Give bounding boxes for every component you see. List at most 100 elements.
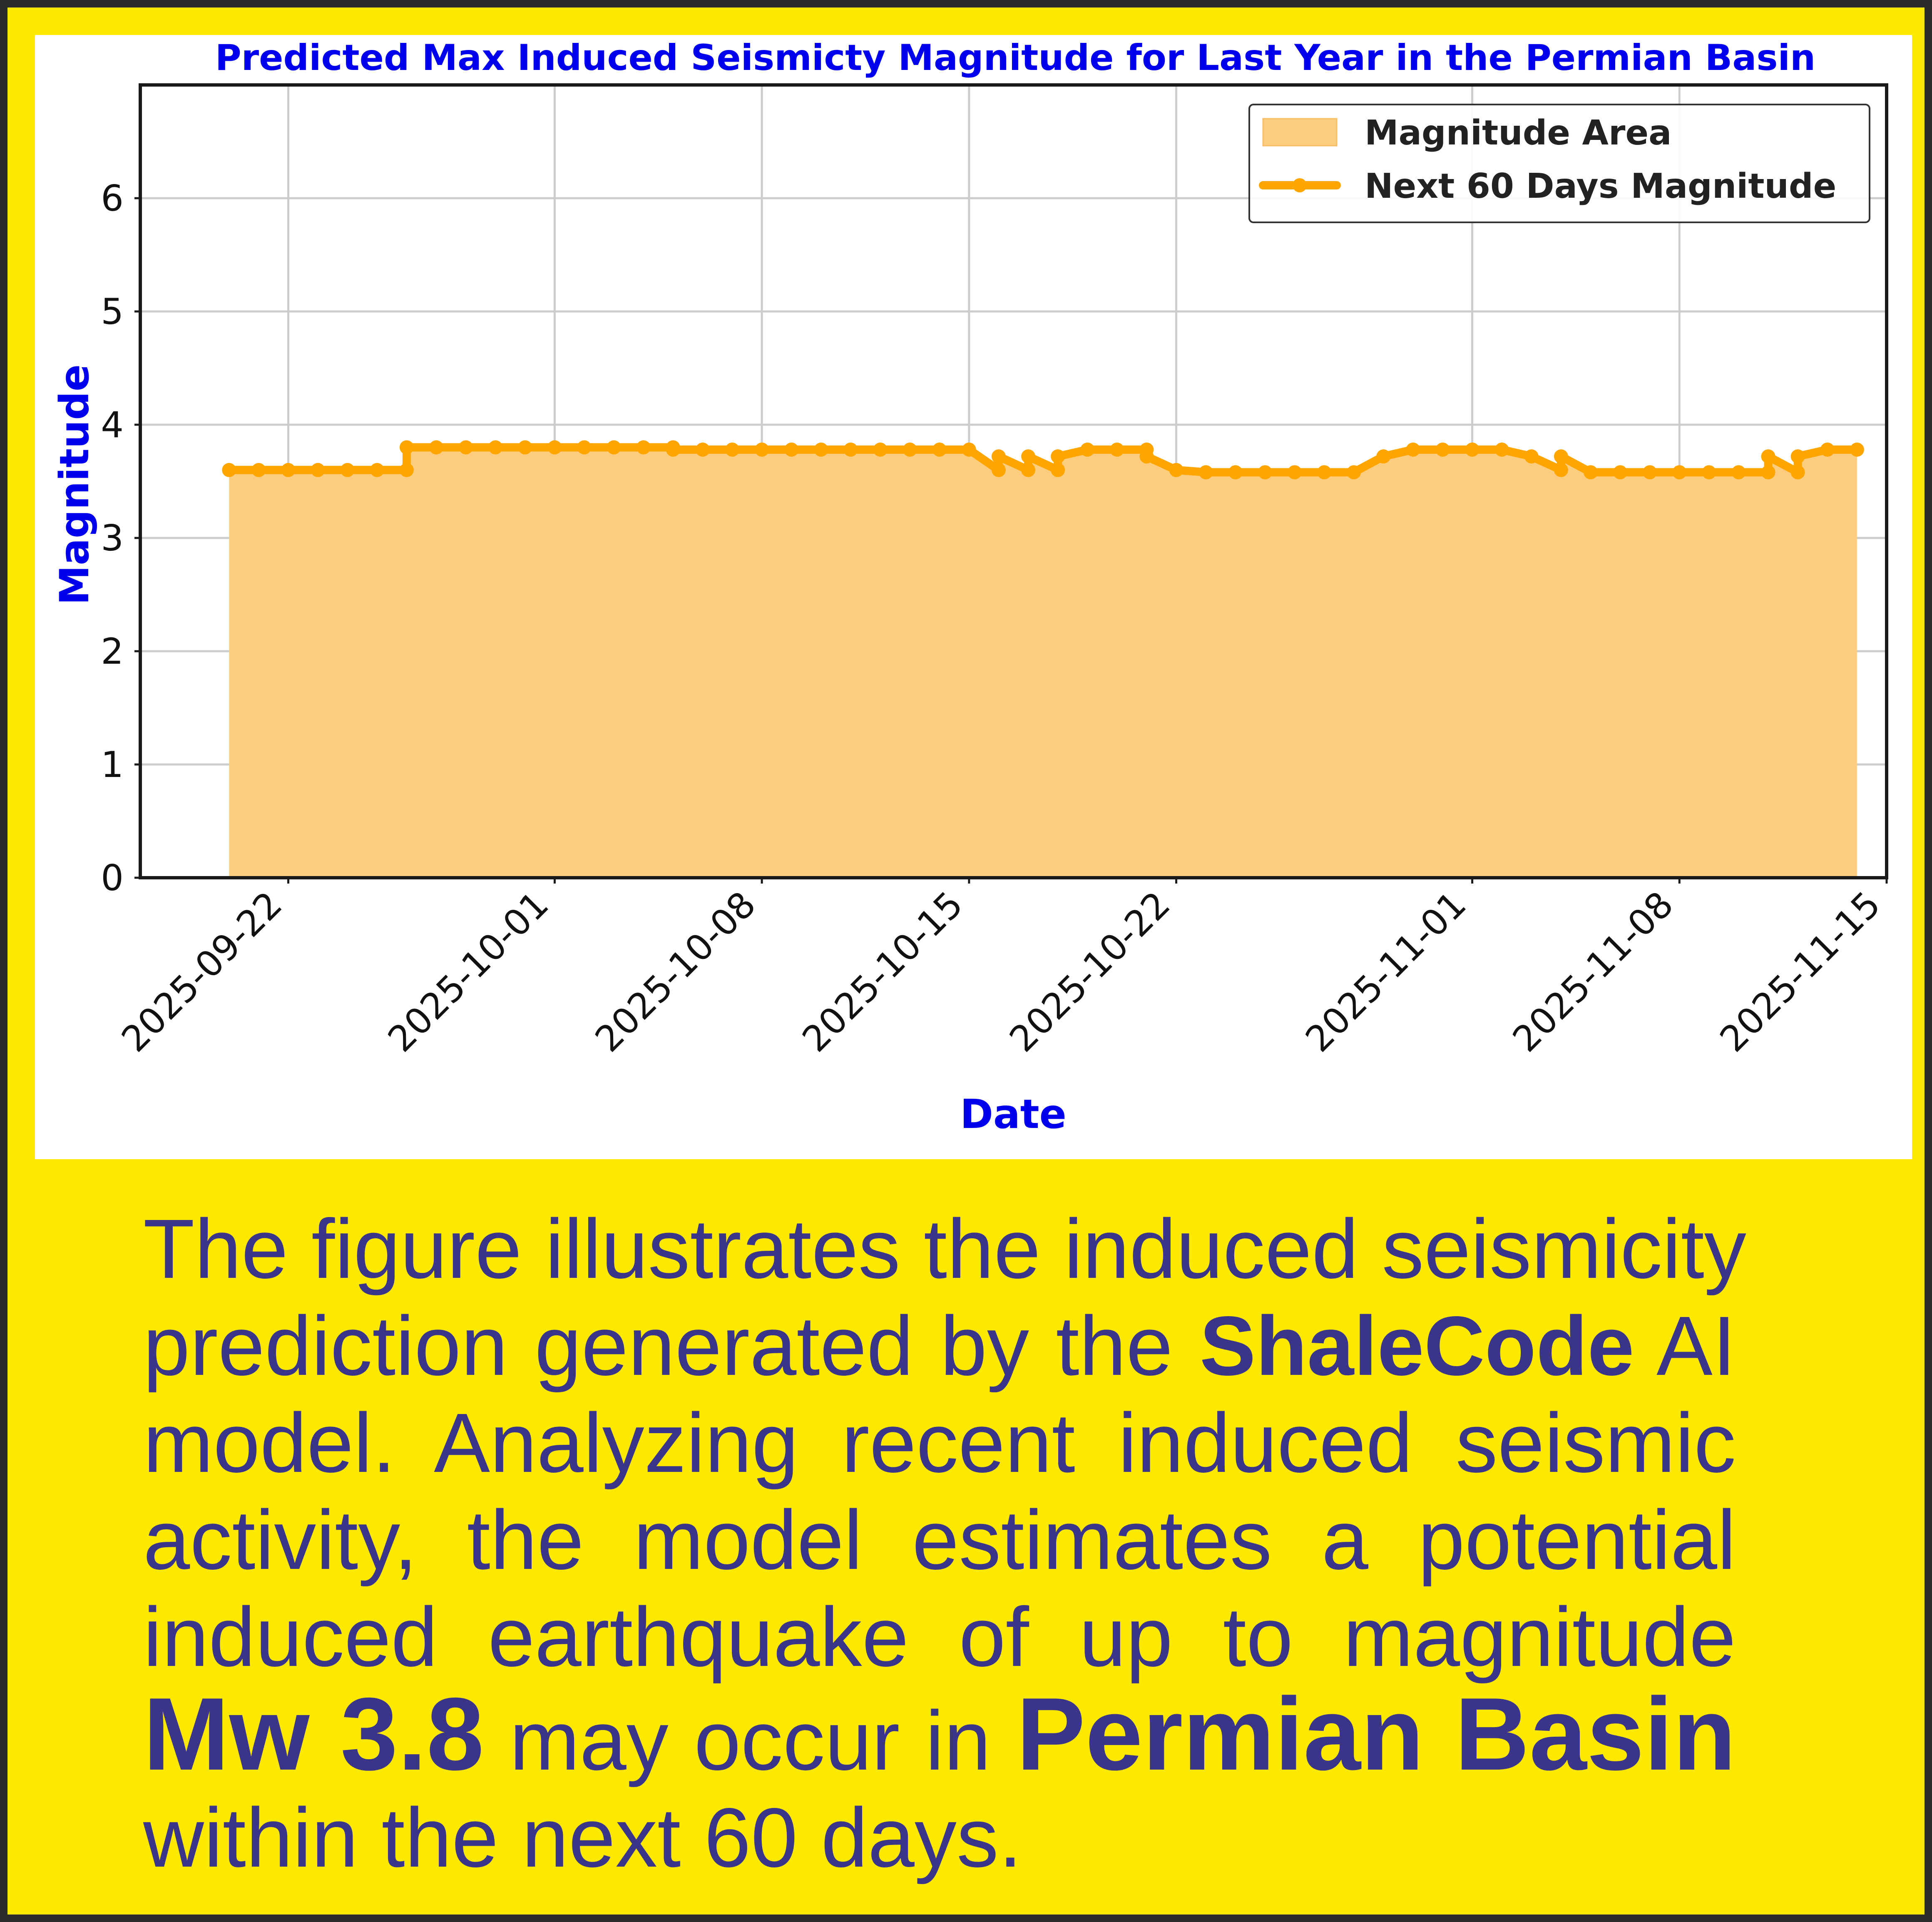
y-axis-label: Magnitude bbox=[51, 364, 98, 605]
data-point bbox=[547, 440, 562, 455]
data-point bbox=[1139, 449, 1154, 464]
x-tick-label: 2025-11-15 bbox=[1712, 884, 1889, 1060]
caption-text-fragment: prediction generated by the bbox=[143, 1299, 1200, 1393]
x-tick-label: 2025-10-15 bbox=[795, 884, 971, 1060]
legend-area-swatch bbox=[1262, 118, 1338, 147]
data-point bbox=[399, 440, 414, 455]
data-point bbox=[399, 463, 414, 477]
data-point bbox=[1021, 449, 1036, 464]
y-tick-label: 3 bbox=[101, 518, 124, 559]
data-point bbox=[1465, 442, 1479, 457]
data-point bbox=[962, 442, 976, 457]
data-point bbox=[518, 440, 532, 455]
basin-name: Permian Basin bbox=[1016, 1676, 1736, 1792]
data-point bbox=[1080, 442, 1095, 457]
data-point bbox=[1228, 465, 1243, 480]
magnitude-chart: Predicted Max Induced Seismicty Magnitud… bbox=[51, 37, 1889, 1138]
data-point bbox=[1790, 465, 1805, 480]
x-tick-label: 2025-10-22 bbox=[1002, 884, 1178, 1060]
data-point bbox=[1731, 465, 1746, 480]
caption-line-5: induced earthquake of up to magnitude bbox=[143, 1590, 1736, 1684]
chart-panel: Predicted Max Induced Seismicty Magnitud… bbox=[35, 35, 1912, 1159]
caption-text-fragment: AI bbox=[1634, 1299, 1736, 1393]
data-point bbox=[1435, 442, 1450, 457]
data-point bbox=[370, 463, 384, 477]
area-layer bbox=[229, 447, 1857, 878]
plot-border bbox=[139, 83, 1888, 879]
y-tick-label: 6 bbox=[101, 178, 124, 219]
data-point bbox=[1021, 463, 1036, 477]
data-point bbox=[340, 463, 355, 477]
data-point bbox=[1406, 442, 1420, 457]
data-point bbox=[1051, 463, 1065, 477]
x-tick-label: 2025-10-08 bbox=[587, 884, 764, 1060]
line-layer bbox=[222, 440, 1864, 480]
data-point bbox=[666, 442, 680, 457]
data-point bbox=[814, 442, 828, 457]
brand-name: ShaleCode bbox=[1199, 1299, 1634, 1393]
caption-line-7: within the next 60 days. bbox=[143, 1790, 1022, 1885]
data-point bbox=[932, 442, 947, 457]
data-point bbox=[1110, 442, 1124, 457]
data-point bbox=[784, 442, 799, 457]
x-tick-label: 2025-09-22 bbox=[114, 884, 290, 1060]
data-point bbox=[755, 442, 769, 457]
y-tick-label: 4 bbox=[101, 404, 124, 446]
legend-box bbox=[1248, 104, 1870, 223]
data-point bbox=[281, 463, 296, 477]
data-point bbox=[1850, 442, 1864, 457]
caption-line-2: prediction generated by the ShaleCode AI bbox=[143, 1297, 1736, 1394]
data-point bbox=[1790, 449, 1805, 464]
chart-title: Predicted Max Induced Seismicty Magnitud… bbox=[215, 37, 1816, 79]
data-point bbox=[222, 463, 236, 477]
data-point bbox=[695, 442, 710, 457]
legend: Magnitude Area Next 60 Days Magnitude bbox=[1248, 104, 1870, 223]
data-point bbox=[1702, 465, 1716, 480]
data-point bbox=[488, 440, 503, 455]
data-point bbox=[1169, 463, 1184, 477]
data-point bbox=[1820, 442, 1835, 457]
y-tick-label: 5 bbox=[101, 291, 124, 333]
data-point bbox=[311, 463, 325, 477]
data-point bbox=[1051, 449, 1065, 464]
data-point bbox=[1317, 465, 1332, 480]
data-point bbox=[459, 440, 473, 455]
data-point bbox=[991, 463, 1006, 477]
caption-line-1: The figure illustrates the induced seism… bbox=[143, 1202, 1746, 1296]
data-point bbox=[577, 440, 592, 455]
data-point bbox=[843, 442, 858, 457]
y-tick-label: 0 bbox=[101, 857, 124, 899]
data-point bbox=[1554, 463, 1568, 477]
caption-text-fragment: may occur in bbox=[484, 1693, 1017, 1788]
data-point bbox=[1198, 465, 1213, 480]
data-point bbox=[636, 440, 651, 455]
data-point bbox=[1554, 449, 1568, 464]
caption-line-6: Mw 3.8 may occur in Permian Basin bbox=[143, 1682, 1736, 1789]
magnitude-area bbox=[229, 447, 1857, 878]
x-tick-label: 2025-11-01 bbox=[1298, 884, 1474, 1060]
x-axis-label: Date bbox=[960, 1091, 1066, 1138]
data-point bbox=[991, 449, 1006, 464]
x-tick-label: 2025-10-01 bbox=[380, 884, 557, 1060]
data-point bbox=[1347, 465, 1361, 480]
data-point bbox=[1376, 449, 1391, 464]
y-tick-label: 1 bbox=[101, 744, 124, 786]
data-point bbox=[1613, 465, 1628, 480]
data-point bbox=[1761, 465, 1775, 480]
data-point bbox=[1287, 465, 1302, 480]
magnitude-value: Mw 3.8 bbox=[143, 1676, 484, 1792]
data-point bbox=[903, 442, 917, 457]
caption-text: The figure illustrates the induced seism… bbox=[143, 1200, 1746, 1886]
caption-line-4: activity, the model estimates a potentia… bbox=[143, 1493, 1736, 1587]
y-tick-label: 2 bbox=[101, 631, 124, 672]
data-point bbox=[1643, 465, 1657, 480]
data-point bbox=[1494, 442, 1509, 457]
legend-area-label: Magnitude Area bbox=[1365, 113, 1671, 153]
data-point bbox=[607, 440, 621, 455]
data-point bbox=[1583, 465, 1598, 480]
data-point bbox=[251, 463, 266, 477]
data-point bbox=[1761, 449, 1775, 464]
data-point bbox=[725, 442, 740, 457]
data-point bbox=[873, 442, 888, 457]
